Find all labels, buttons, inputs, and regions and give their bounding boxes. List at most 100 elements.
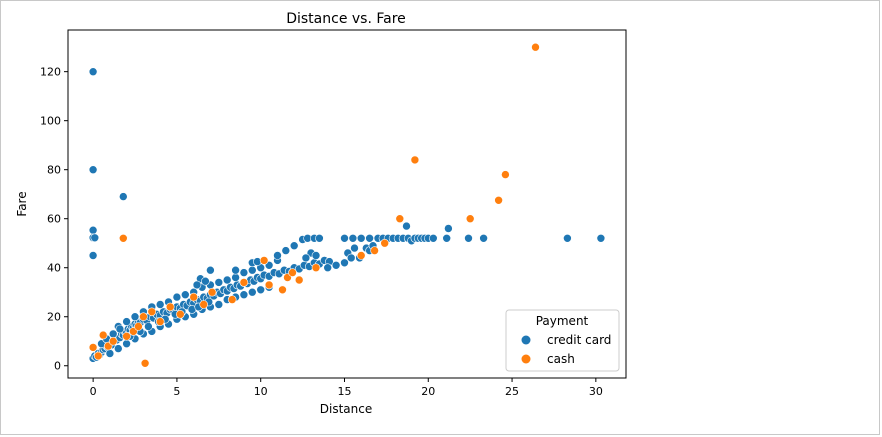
data-point [189,292,198,302]
data-point [410,155,420,165]
data-point [119,234,128,243]
data-point [172,292,182,302]
data-point [494,196,503,205]
data-point [201,276,210,286]
data-point [348,234,358,243]
data-point [315,234,324,243]
data-point [301,253,311,263]
chart-title: Distance vs. Fare [286,11,406,27]
data-point [227,295,237,304]
y-tick-label: 0 [54,360,61,373]
x-tick-label: 0 [90,385,97,398]
data-point [119,192,128,201]
data-point [346,253,356,263]
data-point [176,309,185,319]
data-point [155,300,165,309]
data-point [88,165,98,174]
data-point [115,324,125,334]
data-point [289,241,299,250]
data-point [479,234,488,243]
data-point [122,339,131,349]
legend-box [505,309,620,372]
data-point [144,322,153,331]
x-tick-label: 30 [589,385,603,398]
data-point [165,302,175,312]
data-point [596,234,606,243]
data-point [370,246,379,255]
points-layer [88,42,606,368]
data-point [207,287,217,297]
data-point [248,265,257,275]
data-point [311,251,321,260]
data-point [155,317,165,326]
data-point [239,278,249,287]
data-point [340,234,349,243]
data-point [331,260,341,270]
legend: Payment credit card cash [505,309,620,372]
y-tick-label: 120 [40,66,61,79]
data-point [108,336,118,346]
data-point [140,358,150,368]
data-point [264,280,274,290]
data-point [93,351,103,361]
data-point [214,300,224,309]
data-point [181,290,190,300]
data-point [231,273,240,282]
data-point [356,234,366,243]
y-axis-label: Fare [15,191,29,216]
y-tick-label: 100 [40,115,61,128]
data-point [273,251,282,260]
ticks-layer: 0 5 10 15 20 25 30 0 20 40 60 80 100 120 [40,66,603,398]
data-point [395,214,405,223]
data-point [278,285,287,295]
axes-frame [67,29,627,379]
data-point [428,234,438,243]
data-point [222,275,232,285]
data-point [90,233,100,243]
data-point [501,170,510,179]
data-point [465,214,475,223]
data-point [259,256,269,265]
legend-label-credit-card: credit card [547,333,611,347]
legend-marker-cash [521,354,531,364]
y-tick-label: 80 [47,164,61,177]
x-axis-label: Distance [320,402,372,416]
y-tick-label: 40 [47,262,61,275]
data-point [563,234,572,243]
data-point [147,307,157,317]
data-point [323,263,333,273]
x-tick-label: 5 [173,385,180,398]
series-cash [88,42,540,368]
data-point [239,290,249,300]
data-point [281,246,291,255]
x-tick-label: 20 [421,385,435,398]
data-point [199,300,208,309]
x-tick-label: 15 [337,385,351,398]
data-point [256,285,266,295]
data-point [231,265,240,275]
data-point [442,234,452,243]
data-point [88,67,98,76]
data-point [380,238,390,248]
data-point [122,317,131,326]
x-tick-label: 10 [254,385,268,398]
y-tick-label: 20 [47,311,61,324]
legend-title: Payment [536,314,589,328]
data-point [350,243,359,253]
data-point [206,265,215,275]
data-point [214,278,224,287]
data-point [192,280,202,290]
data-point [311,263,321,273]
data-point [239,268,249,277]
data-point [402,221,411,231]
x-tick-label: 25 [505,385,519,398]
data-point [356,251,366,260]
data-point [365,234,374,243]
data-point [288,268,297,277]
data-point [248,287,257,297]
data-point [531,42,540,52]
data-point [114,344,123,353]
legend-label-cash: cash [547,352,575,366]
